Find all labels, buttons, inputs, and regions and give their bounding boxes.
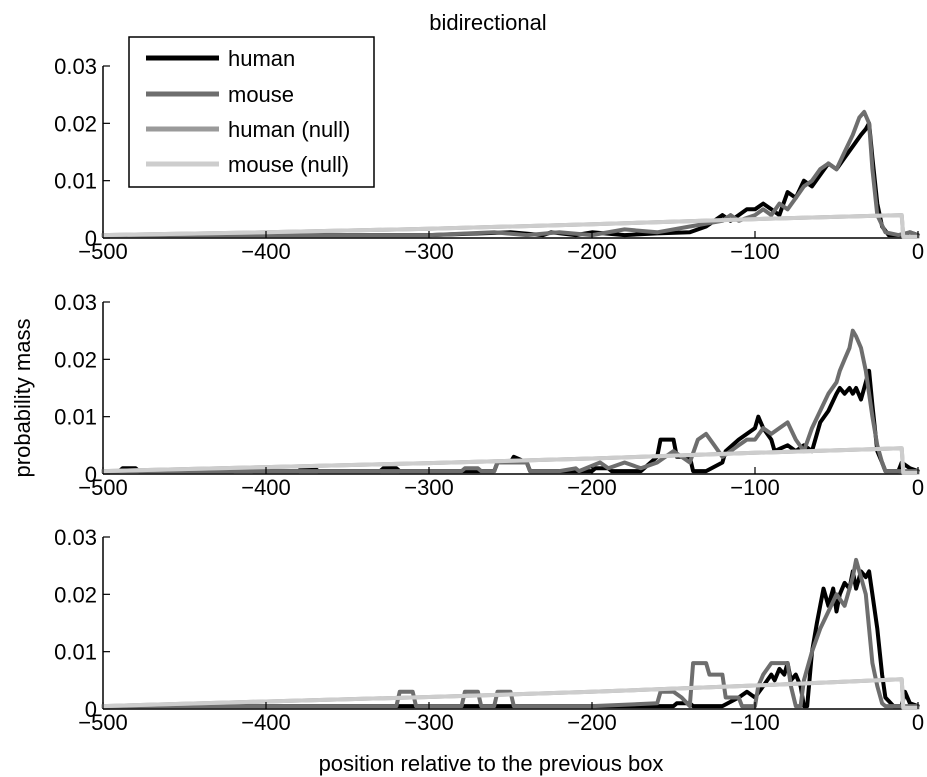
legend-item: mouse	[146, 82, 294, 107]
x-tick-label: −400	[241, 475, 291, 500]
panel-1: −500 −400 −300 −200 −100 0 0 0.01 0.02 0.03	[54, 54, 924, 264]
x-tick-label: 0	[912, 475, 924, 500]
x-tick-label: −100	[730, 239, 780, 264]
series-line-mouse-null	[101, 677, 920, 710]
x-tick-label: 0	[912, 239, 924, 264]
y-tick-label: 0	[85, 226, 97, 251]
y-tick-label: 0.02	[54, 582, 97, 607]
series-line-human	[101, 569, 920, 709]
y-tick-label: 0.01	[54, 640, 97, 665]
x-tick-label: −500	[78, 710, 128, 735]
series-line-mouse	[101, 328, 920, 474]
y-tick-label: 0.01	[54, 169, 97, 194]
x-tick-label: 0	[912, 710, 924, 735]
legend-label: mouse	[228, 82, 294, 107]
series-line-human	[101, 368, 920, 474]
y-tick-label: 0	[85, 697, 97, 722]
x-tick-label: −200	[567, 239, 617, 264]
series-line-mouse	[101, 109, 920, 238]
legend-label: mouse (null)	[228, 152, 349, 177]
legend-item: mouse (null)	[146, 152, 349, 177]
series-line-mouse-null	[101, 213, 920, 239]
y-tick-label: 0.03	[54, 525, 97, 550]
x-tick-label: −100	[730, 475, 780, 500]
y-axis-label: probability mass	[10, 319, 35, 478]
x-tick-label: −300	[404, 239, 454, 264]
legend-item: human	[146, 46, 295, 71]
legend-label: human	[228, 46, 295, 71]
panel-3: −500 −400 −300 −200 −100 0 0 0.01 0.02 0.03	[54, 525, 924, 735]
y-tick-label: 0	[85, 462, 97, 487]
x-tick-label: −200	[567, 710, 617, 735]
x-tick-label: −300	[404, 475, 454, 500]
legend-label: human (null)	[228, 117, 350, 142]
x-tick-label: −500	[78, 475, 128, 500]
y-tick-label: 0.03	[54, 290, 97, 315]
figure-title: bidirectional	[429, 10, 546, 35]
panels: −500 −400 −300 −200 −100 0 0 0.01 0.02 0.03 −500 −4…	[54, 54, 924, 735]
y-tick-label: 0.03	[54, 54, 97, 79]
x-tick-label: −400	[241, 710, 291, 735]
legend-item: human (null)	[146, 117, 350, 142]
series-line-mouse-null	[101, 446, 920, 475]
x-tick-label: −500	[78, 239, 128, 264]
y-tick-label: 0.02	[54, 347, 97, 372]
x-tick-label: −100	[730, 710, 780, 735]
legend: human mouse human (null) mouse (null)	[128, 36, 375, 188]
x-tick-label: −400	[241, 239, 291, 264]
y-tick-label: 0.02	[54, 111, 97, 136]
panel-2: −500 −400 −300 −200 −100 0 0 0.01 0.02 0.03	[54, 290, 924, 500]
x-axis-label: position relative to the previous box	[319, 751, 664, 776]
x-tick-label: −200	[567, 475, 617, 500]
y-tick-label: 0.01	[54, 405, 97, 430]
x-tick-label: −300	[404, 710, 454, 735]
